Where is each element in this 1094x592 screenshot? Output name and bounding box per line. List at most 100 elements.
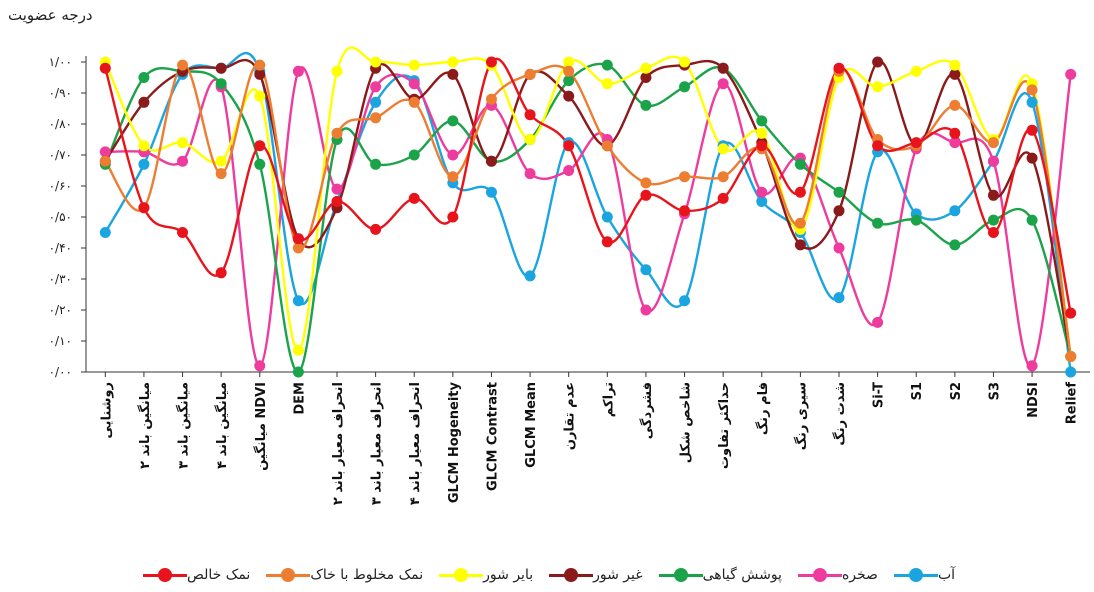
data-point-series-3 xyxy=(794,239,806,251)
x-tick-label: S1 xyxy=(910,382,925,400)
data-point-series-1 xyxy=(331,127,343,139)
data-point-series-3 xyxy=(833,205,845,217)
data-point-series-0 xyxy=(987,227,999,238)
legend-item: صخره xyxy=(794,567,878,583)
data-point-series-0 xyxy=(485,56,497,68)
data-point-series-3 xyxy=(640,72,652,83)
data-point-series-1 xyxy=(1065,351,1077,362)
data-point-series-0 xyxy=(292,233,304,245)
data-point-series-0 xyxy=(833,62,845,74)
x-tick-label: روشنایی xyxy=(99,382,114,439)
legend-label: غیر شور xyxy=(593,567,643,583)
data-point-series-0 xyxy=(910,137,922,149)
data-point-series-1 xyxy=(254,59,266,71)
data-point-series-0 xyxy=(370,223,382,235)
y-tick-label: ۱/۰۰ xyxy=(49,55,72,69)
data-point-series-6 xyxy=(370,96,382,108)
legend-label: صخره xyxy=(841,567,878,583)
x-tick-label: GLCM Contrast xyxy=(485,382,500,491)
legend-item: پوشش گیاهی xyxy=(655,567,782,583)
x-tick-label: سیری رنگ xyxy=(793,382,809,450)
data-point-series-1 xyxy=(1026,84,1038,96)
data-point-series-3 xyxy=(987,189,999,201)
data-point-series-2 xyxy=(756,127,768,139)
data-point-series-2 xyxy=(679,56,691,68)
legend-label: آب xyxy=(937,567,956,583)
data-point-series-3 xyxy=(563,90,575,102)
legend-swatch xyxy=(439,568,484,582)
data-point-series-4 xyxy=(987,214,999,226)
data-point-series-4 xyxy=(138,72,150,83)
data-point-series-1 xyxy=(524,68,536,80)
x-tick-label: شاخص شکل xyxy=(679,382,694,463)
data-point-series-4 xyxy=(640,99,652,111)
data-point-series-2 xyxy=(910,65,922,77)
data-point-series-0 xyxy=(872,140,884,152)
data-point-series-6 xyxy=(949,205,961,217)
data-point-series-0 xyxy=(717,192,729,204)
legend-swatch xyxy=(658,568,703,582)
data-point-series-0 xyxy=(524,109,536,121)
data-point-series-4 xyxy=(1026,214,1038,226)
data-point-series-4 xyxy=(872,217,884,229)
legend-item: غیر شور xyxy=(545,567,643,583)
data-point-series-1 xyxy=(679,171,691,183)
data-point-series-1 xyxy=(563,65,575,77)
data-point-series-2 xyxy=(292,344,304,356)
data-point-series-4 xyxy=(292,366,304,378)
data-point-series-4 xyxy=(563,75,575,87)
data-point-series-5 xyxy=(1065,68,1077,80)
series-lines xyxy=(104,46,1072,374)
data-point-series-4 xyxy=(408,149,420,161)
line-chart: روشنایی میانگین باند ۲ میانگین باند ۳ میانگ… xyxy=(49,46,1090,505)
data-point-series-6 xyxy=(601,211,613,223)
data-point-series-0 xyxy=(99,62,111,74)
data-point-series-2 xyxy=(949,59,961,71)
data-point-series-1 xyxy=(640,177,652,189)
data-point-series-4 xyxy=(910,214,922,226)
data-point-series-5 xyxy=(370,81,382,93)
series-line-4 xyxy=(104,62,1072,374)
x-tick-label: انحراف معیار باند ۳ xyxy=(370,382,385,505)
data-point-series-5 xyxy=(717,78,729,90)
data-point-series-0 xyxy=(679,205,691,217)
data-point-series-5 xyxy=(447,149,459,161)
data-point-series-0 xyxy=(1026,124,1038,136)
x-tick-label: میانگین باند ۲ xyxy=(137,382,153,469)
data-point-series-6 xyxy=(485,186,497,198)
data-point-series-0 xyxy=(215,267,227,279)
x-tick-labels: روشنایی میانگین باند ۲ میانگین باند ۳ میانگ… xyxy=(99,372,1080,505)
data-point-series-6 xyxy=(833,292,845,304)
x-tick-label: حداکثر تفاوت xyxy=(717,382,732,469)
data-point-series-2 xyxy=(601,78,613,90)
legend-item: نمک خالص xyxy=(139,567,250,583)
data-point-series-6 xyxy=(1065,366,1077,378)
data-point-series-6 xyxy=(292,295,304,307)
data-point-series-1 xyxy=(717,171,729,183)
x-tick-label: NDSI xyxy=(1026,382,1041,418)
data-point-series-2 xyxy=(331,65,343,77)
data-point-series-2 xyxy=(640,62,652,74)
data-point-series-6 xyxy=(524,270,536,282)
data-point-series-4 xyxy=(601,59,613,71)
y-tick-labels: ۰/۰۰ ۰/۱۰ ۰/۲۰ ۰/۳۰ ۰/۴۰ ۰/۵۰ ۰/۶۰ ۰/۷۰ ۰/۸۰ ۰/۹۰… xyxy=(49,55,86,379)
data-point-series-5 xyxy=(756,186,768,198)
data-point-series-3 xyxy=(215,62,227,74)
y-tick-label: ۰/۱۰ xyxy=(49,334,72,348)
data-point-series-5 xyxy=(292,65,304,77)
data-point-series-4 xyxy=(254,158,266,170)
data-point-series-6 xyxy=(756,196,768,207)
legend-item: بایر شور xyxy=(435,567,533,583)
data-point-series-6 xyxy=(1026,96,1038,108)
legend-swatch xyxy=(549,568,594,582)
legend-swatch xyxy=(266,568,311,582)
data-point-series-1 xyxy=(794,217,806,229)
data-point-series-0 xyxy=(447,211,459,223)
data-point-series-2 xyxy=(254,90,266,102)
data-point-series-5 xyxy=(254,360,266,372)
data-point-series-1 xyxy=(949,99,961,111)
data-point-series-1 xyxy=(408,96,420,108)
data-point-series-4 xyxy=(215,78,227,90)
y-tick-label: ۰/۷۰ xyxy=(49,148,72,162)
data-point-series-2 xyxy=(447,56,459,68)
